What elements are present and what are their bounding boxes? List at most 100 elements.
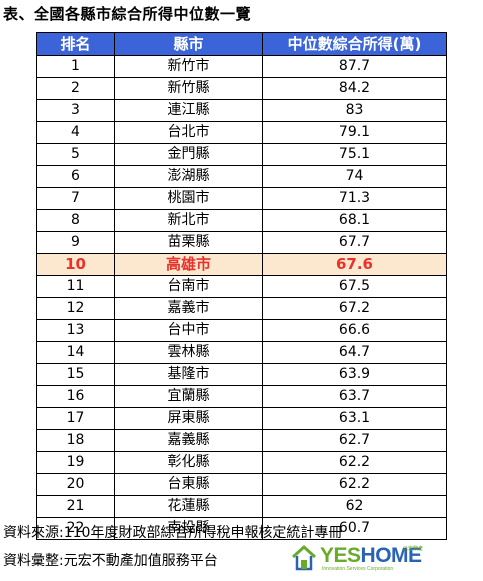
income-value-cell: 63.1 (262, 407, 447, 430)
city-cell: 新竹縣 (114, 77, 263, 100)
city-cell: 苗栗縣 (114, 231, 263, 254)
table-row: 16 宜蘭縣 63.7 (36, 385, 447, 408)
table-row: 6 澎湖縣 74 (36, 165, 447, 188)
income-value-cell: 71.3 (262, 187, 447, 210)
house-icon (291, 545, 317, 571)
table-row: 7 桃園市 71.3 (36, 187, 447, 210)
table-row: 18 嘉義縣 62.7 (36, 429, 447, 452)
table-row: 19 彰化縣 62.2 (36, 451, 447, 474)
rank-cell: 18 (36, 429, 115, 452)
rank-cell: 11 (36, 275, 115, 298)
table-row: 10 高雄市 67.6 (36, 253, 447, 276)
income-value-cell: 67.2 (262, 297, 447, 320)
rank-cell: 9 (36, 231, 115, 254)
city-cell: 雲林縣 (114, 341, 263, 364)
table-row: 1 新竹市 87.7 (36, 55, 447, 78)
table-row: 5 金門縣 75.1 (36, 143, 447, 166)
table-row: 22 南投縣 60.7 (36, 517, 447, 540)
city-cell: 宜蘭縣 (114, 385, 263, 408)
income-value-cell: 67.5 (262, 275, 447, 298)
income-value-cell: 62 (262, 495, 447, 518)
header-median-income: 中位數綜合所得(萬) (262, 32, 447, 56)
city-cell: 台南市 (114, 275, 263, 298)
rank-cell: 3 (36, 99, 115, 122)
city-cell: 桃園市 (114, 187, 263, 210)
logo-chinese-name: 元宏數產 (403, 546, 424, 552)
header-rank: 排名 (36, 32, 115, 56)
table-row: 20 台東縣 62.2 (36, 473, 447, 496)
rank-cell: 2 (36, 77, 115, 100)
rank-cell: 1 (36, 55, 115, 78)
rank-cell: 4 (36, 121, 115, 144)
compiled-note: 資料彙整:元宏不動產加值服務平台 (3, 553, 218, 569)
logo-yes: YES (320, 544, 361, 567)
rank-cell: 14 (36, 341, 115, 364)
table-body: 1 新竹市 87.7 2 新竹縣 84.2 3 連江縣 83 4 台北市 79.1 5 金門縣 75.1 6 澎… (36, 55, 447, 540)
rank-cell: 12 (36, 297, 115, 320)
income-value-cell: 87.7 (262, 55, 447, 78)
rank-cell: 6 (36, 165, 115, 188)
rank-cell: 20 (36, 473, 115, 496)
rank-cell: 17 (36, 407, 115, 430)
income-value-cell: 75.1 (262, 143, 447, 166)
income-value-cell: 62.2 (262, 473, 447, 496)
table-row: 14 雲林縣 64.7 (36, 341, 447, 364)
table-row: 8 新北市 68.1 (36, 209, 447, 232)
rank-cell: 13 (36, 319, 115, 342)
table-row: 15 基隆市 63.9 (36, 363, 447, 386)
rank-cell: 22 (36, 517, 115, 540)
rank-cell: 16 (36, 385, 115, 408)
city-cell: 金門縣 (114, 143, 263, 166)
city-cell: 新北市 (114, 209, 263, 232)
income-value-cell: 84.2 (262, 77, 447, 100)
city-cell: 連江縣 (114, 99, 263, 122)
rank-cell: 21 (36, 495, 115, 518)
rank-cell: 10 (36, 253, 115, 276)
header-city: 縣市 (114, 32, 263, 56)
rank-cell: 19 (36, 451, 115, 474)
rank-cell: 8 (36, 209, 115, 232)
city-cell: 台東縣 (114, 473, 263, 496)
rank-cell: 7 (36, 187, 115, 210)
table-row: 12 嘉義市 67.2 (36, 297, 447, 320)
city-cell: 台中市 (114, 319, 263, 342)
city-cell: 台北市 (114, 121, 263, 144)
income-value-cell: 67.7 (262, 231, 447, 254)
income-value-cell: 60.7 (262, 517, 447, 540)
income-value-cell: 63.9 (262, 363, 447, 386)
income-value-cell: 64.7 (262, 341, 447, 364)
income-ranking-table: 排名 縣市 中位數綜合所得(萬) 1 新竹市 87.7 2 新竹縣 84.2 3 連江縣 83 4… (36, 32, 447, 540)
logo-wordmark: YESHOME (320, 544, 422, 568)
rank-cell: 5 (36, 143, 115, 166)
income-value-cell: 83 (262, 99, 447, 122)
table-row: 3 連江縣 83 (36, 99, 447, 122)
table-row: 9 苗栗縣 67.7 (36, 231, 447, 254)
city-cell: 高雄市 (114, 253, 263, 276)
income-value-cell: 67.6 (262, 253, 447, 276)
table-row: 17 屏東縣 63.1 (36, 407, 447, 430)
city-cell: 基隆市 (114, 363, 263, 386)
logo-tagline: Innovation Services Corporation (322, 566, 394, 572)
city-cell: 花蓮縣 (114, 495, 263, 518)
income-value-cell: 63.7 (262, 385, 447, 408)
city-cell: 嘉義市 (114, 297, 263, 320)
income-value-cell: 62.2 (262, 451, 447, 474)
city-cell: 屏東縣 (114, 407, 263, 430)
table-row: 11 台南市 67.5 (36, 275, 447, 298)
table-header-row: 排名 縣市 中位數綜合所得(萬) (36, 32, 447, 56)
income-value-cell: 68.1 (262, 209, 447, 232)
table-row: 21 花蓮縣 62 (36, 495, 447, 518)
source-note: 資料來源:110年度財政部綜合所得稅申報核定統計專冊 (3, 525, 343, 541)
income-value-cell: 74 (262, 165, 447, 188)
yeshome-logo: YESHOME 元宏數產 Innovation Services Corpora… (290, 544, 440, 574)
city-cell: 彰化縣 (114, 451, 263, 474)
rank-cell: 15 (36, 363, 115, 386)
table-row: 13 台中市 66.6 (36, 319, 447, 342)
page-title: 表、全國各縣市綜合所得中位數一覽 (3, 5, 252, 23)
income-value-cell: 62.7 (262, 429, 447, 452)
city-cell: 嘉義縣 (114, 429, 263, 452)
table-row: 2 新竹縣 84.2 (36, 77, 447, 100)
income-value-cell: 66.6 (262, 319, 447, 342)
income-value-cell: 79.1 (262, 121, 447, 144)
city-cell: 新竹市 (114, 55, 263, 78)
